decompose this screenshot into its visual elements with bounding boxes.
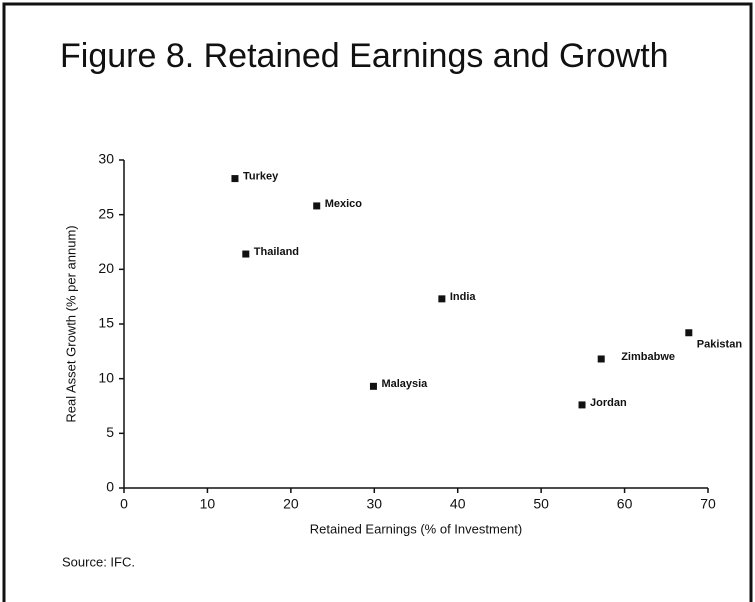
point (685, 329, 693, 337)
y-tick-label: 25 (98, 205, 114, 221)
point-label: Thailand (254, 246, 299, 258)
source-note: Source: IFC. (62, 554, 135, 569)
point (242, 250, 250, 258)
x-tick-label: 0 (120, 496, 128, 512)
y-tick-label: 30 (98, 151, 114, 167)
point-label: Pakistan (697, 339, 743, 351)
chart-title: Figure 8. Retained Earnings and Growth (60, 37, 669, 75)
point-label: Zimbabwe (621, 351, 675, 363)
point-label: Mexico (325, 198, 363, 210)
x-tick-label: 20 (283, 496, 299, 512)
point (597, 355, 605, 363)
y-tick-label: 5 (106, 424, 114, 440)
x-tick-label: 10 (200, 496, 216, 512)
point-label: Jordan (590, 397, 627, 409)
x-axis-title: Retained Earnings (% of Investment) (310, 521, 522, 536)
point (231, 175, 239, 183)
point (313, 202, 321, 210)
y-tick-label: 10 (98, 369, 114, 385)
point (438, 295, 446, 303)
y-tick-label: 15 (98, 315, 114, 331)
y-axis-title: Real Asset Growth (% per annum) (63, 225, 78, 422)
x-tick-label: 40 (450, 496, 466, 512)
point (578, 401, 586, 409)
x-tick-label: 30 (366, 496, 382, 512)
y-tick-label: 0 (106, 479, 114, 495)
x-tick-label: 60 (617, 496, 633, 512)
y-tick-label: 20 (98, 260, 114, 276)
x-tick-label: 50 (533, 496, 549, 512)
point-label: Malaysia (381, 378, 428, 390)
x-tick-label: 70 (700, 496, 716, 512)
point-label: Turkey (243, 170, 279, 182)
point-label: India (450, 291, 477, 303)
point (369, 382, 377, 390)
